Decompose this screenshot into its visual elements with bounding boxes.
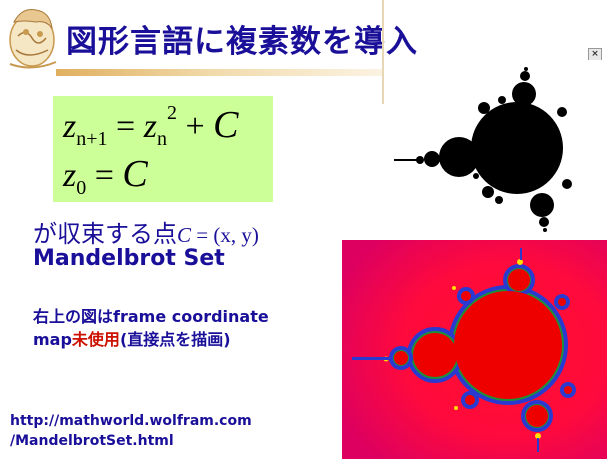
- eq2-const: C: [122, 153, 148, 195]
- mandelbrot-bw-image: [384, 60, 607, 240]
- initial-equation: z0 = C: [63, 152, 148, 200]
- note-line-2: map未使用(直接点を描画): [33, 326, 231, 350]
- note-rest: (直接点を描画): [119, 330, 231, 349]
- mandelbrot-heading: Mandelbrot Set: [33, 246, 225, 271]
- eq1-rhs-sup: 2: [166, 102, 177, 124]
- eq2-equals: =: [94, 157, 114, 194]
- recurrence-equation: zn+1 = zn2 + C: [63, 102, 238, 151]
- title-underline: [56, 69, 386, 76]
- convergence-text: が収束する点C = (x, y): [33, 214, 259, 249]
- eq1-rhs-var: z: [143, 108, 157, 145]
- point-c: C: [177, 223, 192, 247]
- eq1-equals: =: [116, 108, 136, 145]
- mandelbrot-color-image: [342, 240, 607, 459]
- point-coords: = (x, y): [191, 223, 259, 247]
- close-icon[interactable]: ×: [588, 48, 602, 61]
- formula-box: zn+1 = zn2 + C z0 = C: [53, 96, 273, 202]
- eq1-rhs-sub: n: [156, 128, 167, 150]
- note-line-1: 右上の図はframe coordinate: [33, 307, 269, 326]
- eq1-lhs-var: z: [63, 108, 77, 145]
- logo-icon: [9, 9, 57, 69]
- reference-url-2[interactable]: /MandelbrotSet.html: [10, 433, 174, 449]
- convergence-label: が収束する点: [33, 220, 177, 248]
- eq1-plus: +: [185, 108, 205, 145]
- eq2-sub: 0: [76, 177, 87, 199]
- slide-title: 図形言語に複素数を導入: [66, 24, 418, 60]
- eq1-lhs-sub: n+1: [76, 128, 108, 150]
- note-map: map: [33, 330, 72, 349]
- reference-url-1[interactable]: http://mathworld.wolfram.com: [10, 413, 252, 429]
- eq1-const: C: [213, 104, 239, 146]
- title-divider: [382, 0, 384, 104]
- note-highlight: 未使用: [71, 330, 120, 349]
- eq2-var: z: [63, 157, 77, 194]
